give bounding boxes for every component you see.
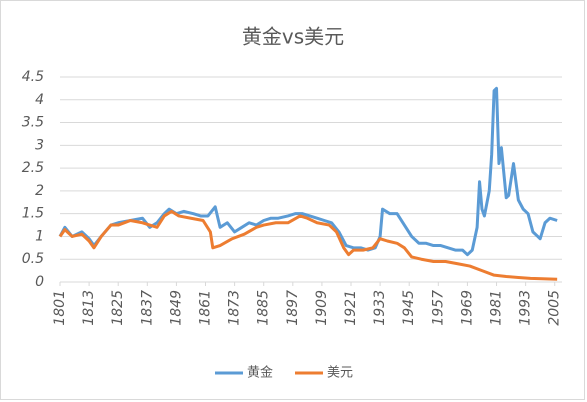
x-tick-label: 2005 xyxy=(547,290,563,326)
x-tick-label: 1813 xyxy=(81,290,97,326)
x-tick-label: 1945 xyxy=(401,290,417,326)
x-tick-label: 1981 xyxy=(489,290,505,326)
chart-title: 黄金vs美元 xyxy=(242,25,344,49)
x-tick-label: 1861 xyxy=(198,290,214,326)
y-tick-label: 1.5 xyxy=(22,206,44,222)
legend-label: 美元 xyxy=(327,366,353,381)
x-tick-label: 1825 xyxy=(110,290,126,326)
data-line xyxy=(58,209,558,281)
x-tick-label: 1885 xyxy=(256,290,272,326)
data-line xyxy=(58,86,558,257)
y-tick-label: 2 xyxy=(35,183,44,199)
x-tick-label: 1921 xyxy=(343,290,359,326)
y-tick-label: 0.5 xyxy=(22,251,44,267)
y-tick-label: 4 xyxy=(35,92,44,108)
x-tick-label: 1897 xyxy=(285,290,301,326)
x-tick-label: 1909 xyxy=(314,290,330,326)
y-tick-label: 0 xyxy=(35,274,44,290)
x-tick-label: 1873 xyxy=(227,290,243,326)
x-tick-label: 1969 xyxy=(459,290,475,326)
x-tick-label: 1993 xyxy=(518,290,534,326)
x-tick-label: 1837 xyxy=(139,290,155,326)
x-tick-label: 1801 xyxy=(52,290,68,326)
x-tick-label: 1849 xyxy=(168,290,184,326)
legend-label: 黄金 xyxy=(247,365,273,381)
y-tick-label: 3 xyxy=(35,137,44,153)
y-tick-label: 1 xyxy=(35,228,44,244)
x-tick-label: 1957 xyxy=(430,290,446,326)
y-tick-label: 2.5 xyxy=(22,160,44,176)
y-tick-label: 3.5 xyxy=(22,115,44,131)
y-tick-label: 4.5 xyxy=(22,69,44,85)
x-tick-label: 1933 xyxy=(372,290,388,326)
